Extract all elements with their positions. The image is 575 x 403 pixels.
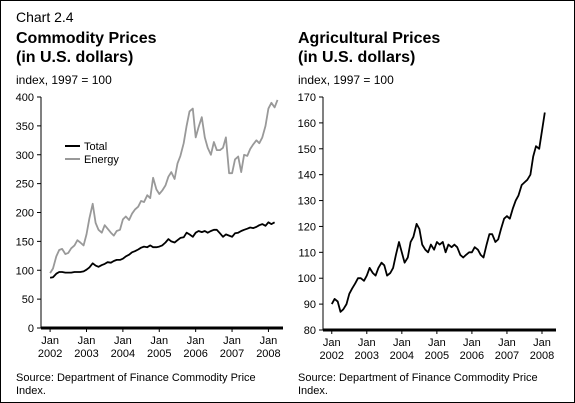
left-x-tick-label-month: Jan <box>41 335 59 347</box>
right-chart-ylabel: index, 1997 = 100 <box>298 73 394 87</box>
right-x-tick-label-year: 2002 <box>320 350 344 362</box>
left-x-tick-label-year: 2006 <box>183 348 207 360</box>
left-x-tick-label-year: 2005 <box>147 348 171 360</box>
right-x-tick-label-year: 2006 <box>460 350 484 362</box>
right-chart-title-line2: (in U.S. dollars) <box>298 49 416 66</box>
right-y-tick-label: 160 <box>298 118 316 130</box>
right-x-tick-label-month: Jan <box>358 337 376 349</box>
right-y-tick-label: 80 <box>304 325 316 337</box>
left-y-tick-label: 400 <box>16 92 34 104</box>
left-y-tick-label: 100 <box>16 265 34 277</box>
left-x-tick-label-year: 2008 <box>256 348 280 360</box>
left-x-tick-label-month: Jan <box>114 335 132 347</box>
chart-number: Chart 2.4 <box>16 9 74 25</box>
left-chart-title: Commodity Prices (in U.S. dollars) <box>16 29 156 67</box>
right-y-tick-label: 130 <box>298 196 316 208</box>
left-source-note: Source: Department of Finance Commodity … <box>16 372 256 397</box>
right-x-tick-label-month: Jan <box>463 337 481 349</box>
left-energy-series-line <box>49 99 279 274</box>
right-y-tick-label: 140 <box>298 170 316 182</box>
left-y-tick-label: 50 <box>22 294 34 306</box>
right-y-tick-label: 150 <box>298 144 316 156</box>
left-chart-title-line1: Commodity Prices <box>16 30 157 47</box>
right-source-note: Source: Department of Finance Commodity … <box>298 372 538 397</box>
left-y-tick-label: 250 <box>16 179 34 191</box>
left-x-tick-label-month: Jan <box>78 335 96 347</box>
right-x-tick-label-month: Jan <box>533 337 551 349</box>
left-x-tick-label-year: 2007 <box>220 348 244 360</box>
right-x-tick-label-month: Jan <box>393 337 411 349</box>
right-x-tick-label-year: 2005 <box>425 350 449 362</box>
left-x-tick-label-month: Jan <box>150 335 168 347</box>
left-x-tick-label-year: 2002 <box>38 348 62 360</box>
left-x-tick-label-month: Jan <box>260 335 278 347</box>
right-y-tick-label: 90 <box>304 299 316 311</box>
left-y-tick-label: 200 <box>16 208 34 220</box>
right-x-tick-label-year: 2004 <box>390 350 414 362</box>
left-total-series-line <box>49 221 276 279</box>
left-y-tick-label: 150 <box>16 236 34 248</box>
left-y-tick-label: 0 <box>28 323 34 335</box>
right-chart-title: Agricultural Prices (in U.S. dollars) <box>298 29 440 67</box>
right-y-tick-label: 170 <box>298 92 316 104</box>
left-x-tick-label-year: 2003 <box>74 348 98 360</box>
right-x-tick-label-year: 2007 <box>495 350 519 362</box>
legend-label-energy: Energy <box>84 154 119 166</box>
left-x-tick-label-month: Jan <box>187 335 205 347</box>
right-x-tick-label-year: 2003 <box>355 350 379 362</box>
left-y-tick-label: 350 <box>16 121 34 133</box>
left-chart-title-line2: (in U.S. dollars) <box>16 49 134 66</box>
legend-label-total: Total <box>84 141 107 153</box>
right-x-tick-label-month: Jan <box>428 337 446 349</box>
right-x-tick-label-year: 2008 <box>530 350 554 362</box>
left-y-tick-label: 300 <box>16 150 34 162</box>
left-x-tick-label-year: 2004 <box>111 348 135 360</box>
right-agricultural-series-line <box>331 112 546 313</box>
right-y-tick-label: 100 <box>298 273 316 285</box>
right-x-tick-label-month: Jan <box>498 337 516 349</box>
right-chart-title-line1: Agricultural Prices <box>298 30 441 47</box>
left-chart-ylabel: index, 1997 = 100 <box>16 73 112 87</box>
right-x-tick-label-month: Jan <box>323 337 341 349</box>
right-y-tick-label: 120 <box>298 221 316 233</box>
right-y-tick-label: 110 <box>298 247 316 259</box>
left-x-tick-label-month: Jan <box>223 335 241 347</box>
